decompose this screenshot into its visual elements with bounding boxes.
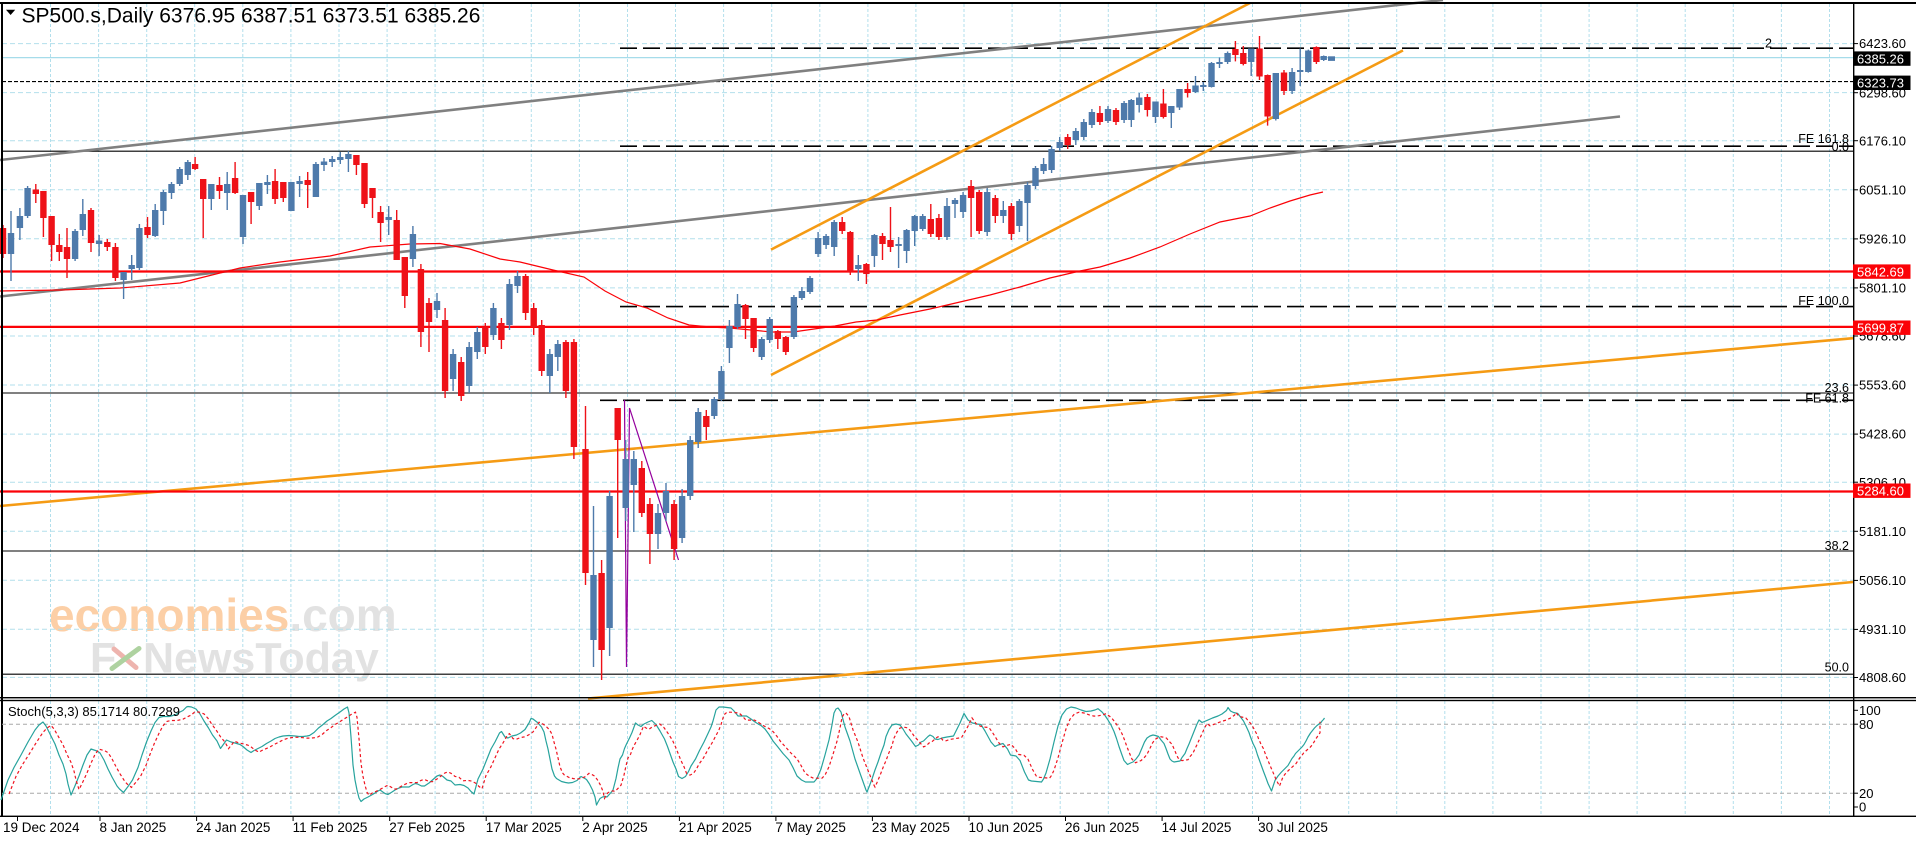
svg-text:SP500.s,Daily 6376.95 6387.51: SP500.s,Daily 6376.95 6387.51 6373.51 63… (22, 5, 481, 28)
svg-text:economies.com: economies.com (49, 589, 397, 641)
svg-text:FE 100.0: FE 100.0 (1798, 294, 1849, 308)
svg-text:6323.73: 6323.73 (1857, 76, 1904, 91)
svg-text:5842.69: 5842.69 (1857, 264, 1904, 279)
svg-text:38.2: 38.2 (1825, 539, 1849, 553)
svg-text:6176.10: 6176.10 (1859, 133, 1906, 148)
svg-text:5553.60: 5553.60 (1859, 378, 1906, 393)
svg-text:20: 20 (1859, 786, 1873, 801)
svg-text:23 May 2025: 23 May 2025 (872, 820, 950, 835)
svg-text:4931.10: 4931.10 (1859, 622, 1906, 637)
svg-text:FE 161.8: FE 161.8 (1798, 132, 1849, 146)
svg-text:2: 2 (1765, 37, 1772, 51)
svg-text:26 Jun 2025: 26 Jun 2025 (1065, 820, 1139, 835)
svg-text:6423.60: 6423.60 (1859, 36, 1906, 51)
svg-text:24 Jan 2025: 24 Jan 2025 (196, 820, 270, 835)
svg-text:27 Feb 2025: 27 Feb 2025 (389, 820, 465, 835)
svg-text:10 Jun 2025: 10 Jun 2025 (969, 820, 1043, 835)
svg-text:2 Apr 2025: 2 Apr 2025 (582, 820, 647, 835)
svg-text:4808.60: 4808.60 (1859, 670, 1906, 685)
svg-text:19 Dec 2024: 19 Dec 2024 (3, 820, 80, 835)
svg-text:100: 100 (1859, 703, 1881, 718)
svg-text:Stoch(5,3,3) 85.1714 80.7289: Stoch(5,3,3) 85.1714 80.7289 (8, 704, 180, 719)
svg-text:11 Feb 2025: 11 Feb 2025 (293, 820, 368, 835)
svg-text:5801.10: 5801.10 (1859, 281, 1906, 296)
svg-text:23.6: 23.6 (1825, 381, 1849, 395)
svg-text:30 Jul 2025: 30 Jul 2025 (1258, 820, 1328, 835)
svg-text:5926.10: 5926.10 (1859, 232, 1906, 247)
svg-text:80: 80 (1859, 717, 1873, 732)
svg-text:NewsToday: NewsToday (143, 635, 379, 683)
svg-text:5428.60: 5428.60 (1859, 427, 1906, 442)
svg-text:5699.87: 5699.87 (1857, 320, 1904, 335)
svg-text:21 Apr 2025: 21 Apr 2025 (679, 820, 752, 835)
svg-text:7 May 2025: 7 May 2025 (775, 820, 846, 835)
svg-text:5056.10: 5056.10 (1859, 573, 1906, 588)
svg-text:F: F (90, 635, 116, 683)
svg-text:0.0: 0.0 (1832, 140, 1849, 154)
svg-text:5284.60: 5284.60 (1857, 483, 1904, 498)
svg-text:50.0: 50.0 (1825, 661, 1849, 675)
svg-text:5181.10: 5181.10 (1859, 524, 1906, 539)
svg-text:FE 61.8: FE 61.8 (1805, 392, 1849, 406)
svg-text:14 Jul 2025: 14 Jul 2025 (1162, 820, 1232, 835)
svg-text:8 Jan 2025: 8 Jan 2025 (100, 820, 167, 835)
svg-text:0: 0 (1859, 800, 1866, 815)
svg-text:17 Mar 2025: 17 Mar 2025 (486, 820, 562, 835)
svg-text:6385.26: 6385.26 (1857, 51, 1904, 66)
svg-text:6051.10: 6051.10 (1859, 182, 1906, 197)
